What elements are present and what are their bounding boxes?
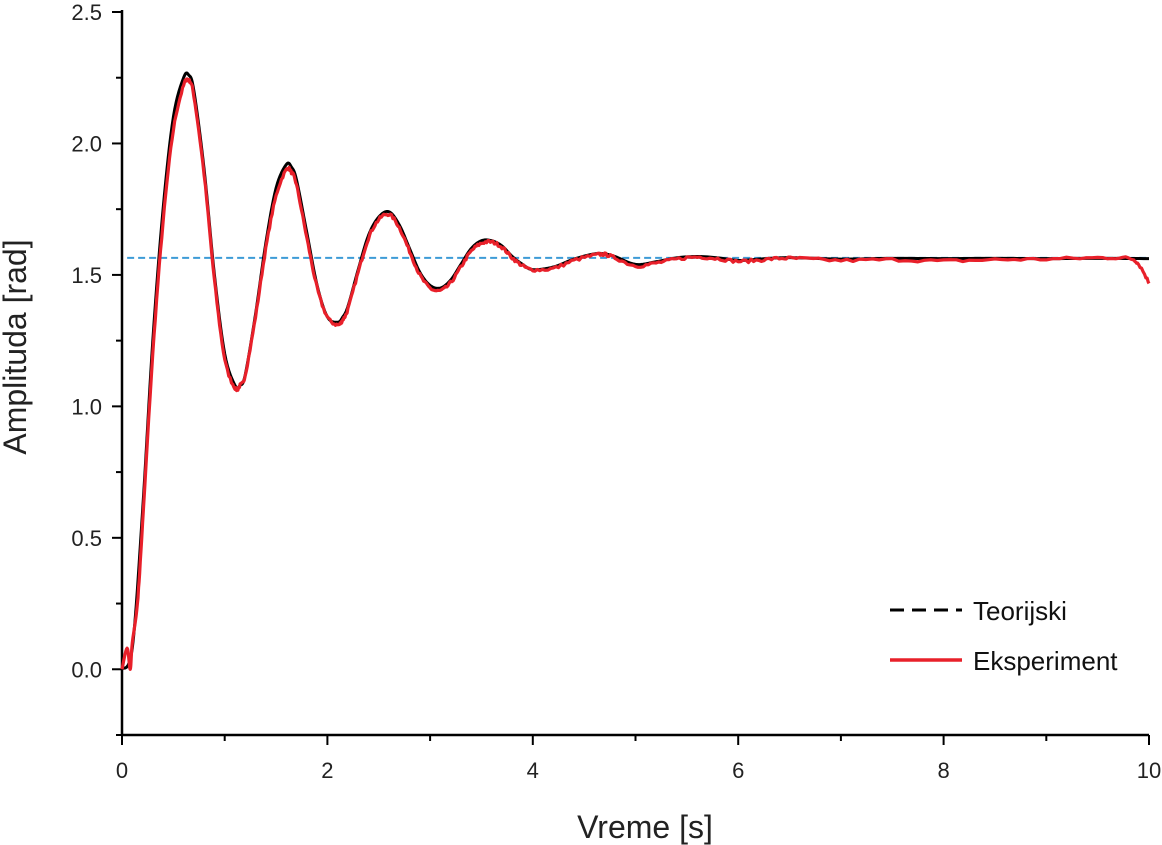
x-tick-label: 0 — [116, 758, 128, 783]
x-tick-label: 4 — [527, 758, 539, 783]
y-tick-label: 0.0 — [71, 657, 102, 682]
series-line-eksperiment — [120, 77, 1151, 671]
series-line-teorijski — [120, 71, 1150, 671]
legend-label-eksperiment: Eksperiment — [973, 646, 1118, 676]
legend-label-teorijski: Teorijski — [973, 596, 1067, 626]
legend: Teorijski Eksperiment — [890, 596, 1118, 676]
y-axis-label: Amplituda [rad] — [0, 239, 33, 454]
x-tick-label: 6 — [732, 758, 744, 783]
x-tick-label: 8 — [937, 758, 949, 783]
x-tick-label: 10 — [1137, 758, 1161, 783]
plot-area — [120, 71, 1151, 671]
y-tick-label: 1.0 — [71, 394, 102, 419]
y-tick-label: 2.5 — [71, 0, 102, 25]
y-tick-label: 1.5 — [71, 263, 102, 288]
x-tick-label: 2 — [321, 758, 333, 783]
y-tick-label: 2.0 — [71, 131, 102, 156]
axes: 0 2 4 6 8 10 0.0 0.5 1.0 1.5 2.0 2.5 — [71, 0, 1161, 783]
y-tick-label: 0.5 — [71, 526, 102, 551]
x-axis-label: Vreme [s] — [577, 809, 713, 845]
